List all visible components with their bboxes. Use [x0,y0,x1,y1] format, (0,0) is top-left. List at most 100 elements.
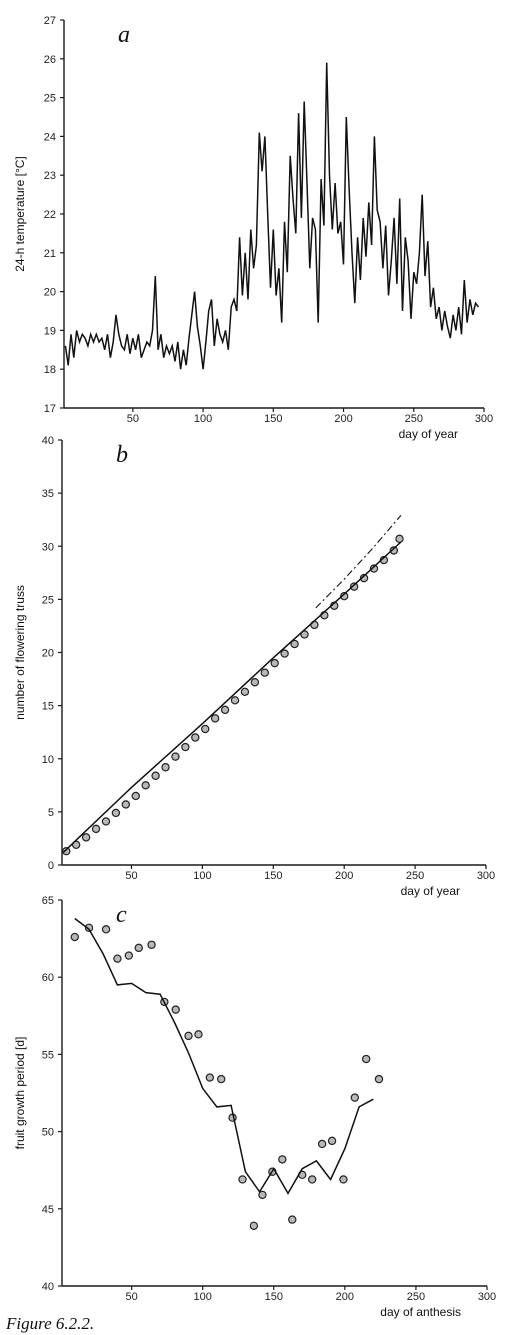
y-tick-label: 45 [42,1204,54,1216]
observed-data-point [210,714,220,723]
observed-data-point [327,1136,337,1146]
y-tick-label: 0 [48,860,54,872]
x-tick-label: 100 [194,413,212,425]
panel-c-fruit-growth-chart: 40 45 50 55 60 65 50 100 150 200 250 300 day of anth… [13,895,496,1319]
observed-data-point [361,1054,371,1064]
observed-data-point [147,940,156,949]
observed-data-point [339,591,349,601]
observed-data-point [288,1215,297,1224]
figure-caption: Figure 6.2.2. [5,1314,94,1333]
y-axis-label: 24-h temperature [°C] [13,156,27,272]
simulated-line [74,917,374,1195]
y-tick-label: 20 [42,648,54,660]
x-tick-label: 300 [478,1291,496,1303]
y-tick-label: 40 [42,435,54,447]
temperature-series-line [64,62,480,370]
observed-data-point [238,1175,247,1184]
observed-data-point [349,582,359,591]
observed-data-point [395,534,404,544]
panel-letter: c [116,902,127,928]
observed-data-point [181,742,190,752]
x-tick-label: 100 [193,870,211,882]
x-tick-label: 150 [264,870,282,882]
observed-data-point [205,1073,215,1082]
observed-data-point [216,1074,226,1084]
y-tick-label: 15 [42,701,54,713]
observed-data-point [230,696,240,705]
observed-data-point [249,1221,259,1230]
panel-a-temperature-chart: 17 18 19 20 21 22 23 24 25 26 27 50 100 150 200 250 300 d… [13,15,493,441]
x-tick-label: 50 [127,413,139,425]
observed-data-point [300,630,309,639]
y-tick-label: 22 [44,209,56,221]
observed-data-point [374,1074,384,1084]
x-tick-label: 250 [406,870,424,882]
y-tick-label: 25 [42,594,54,606]
observed-data-point [350,1093,360,1102]
observed-data-point [151,771,160,780]
observed-data-point [141,781,150,790]
y-tick-label: 18 [44,364,56,376]
observed-data-point [101,817,111,826]
y-tick-label: 19 [44,325,56,337]
observed-data-point [161,763,170,772]
x-axis-label: day of anthesis [380,1305,461,1319]
x-axis-label: day of year [401,884,460,898]
simulated-line [62,541,402,853]
observed-data-point [290,639,299,649]
y-tick-label: 30 [42,541,54,553]
observed-data-point [201,724,210,734]
observed-data-point [280,649,289,658]
y-tick-label: 26 [44,54,56,66]
y-tick-label: 24 [44,131,56,143]
observed-data-point [62,846,71,856]
y-tick-label: 27 [44,15,56,27]
observed-data-point [194,1030,203,1039]
x-tick-label: 150 [265,1291,283,1303]
y-tick-label: 10 [42,754,54,766]
observed-data-point [278,1155,287,1164]
panel-letter: a [118,22,130,48]
observed-data-point [258,1190,267,1200]
x-tick-label: 200 [335,870,353,882]
observed-data-point [91,824,101,834]
y-tick-label: 23 [44,170,56,182]
x-tick-label: 50 [126,1291,138,1303]
y-tick-label: 17 [44,403,56,415]
x-tick-label: 250 [407,1291,425,1303]
x-tick-label: 100 [194,1291,212,1303]
observed-data-point [70,932,79,942]
observed-data-point [220,705,230,715]
y-tick-label: 5 [48,807,54,819]
observed-data-point [240,687,250,697]
x-tick-label: 50 [125,870,137,882]
observed-data-point [260,668,269,677]
x-axis-label: day of year [399,427,458,441]
observed-data-point [317,1139,327,1149]
y-tick-label: 20 [44,287,56,299]
observed-data-point [84,923,94,932]
y-axis-label: fruit growth period [d] [13,1037,27,1150]
observed-data-point [339,1175,348,1184]
y-axis-label: number of flowering truss [13,585,27,720]
observed-data-point [81,833,91,842]
x-tick-label: 300 [475,413,493,425]
x-tick-label: 200 [336,1291,354,1303]
observed-data-point [113,954,122,963]
observed-data-point [101,925,111,934]
y-tick-label: 21 [44,248,56,260]
observed-data-point [111,808,121,818]
x-tick-label: 150 [264,413,282,425]
y-tick-label: 65 [42,895,54,907]
observed-data-point [134,943,143,953]
x-tick-label: 200 [334,413,352,425]
observed-data-point [307,1175,317,1184]
y-tick-label: 55 [42,1049,54,1061]
panel-b-flowering-truss-chart: 0 5 10 15 20 25 30 35 40 50 100 150 200 250 300 day of … [13,435,495,898]
observed-data-point [124,951,134,960]
observed-data-point [359,573,369,583]
y-tick-label: 60 [42,972,54,984]
y-tick-label: 35 [42,488,54,500]
observed-data-point [121,800,131,809]
